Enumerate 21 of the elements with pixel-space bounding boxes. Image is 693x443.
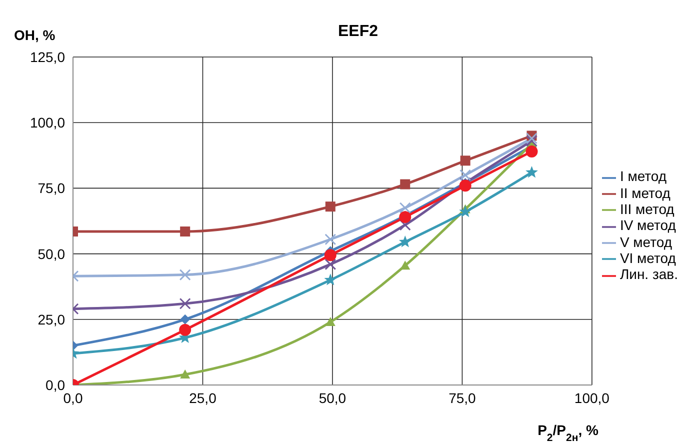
legend-label: IV метод: [620, 217, 676, 234]
legend-label: VI метод: [620, 250, 676, 266]
x-tick-label: 75,0: [448, 390, 476, 406]
y-tick-label: 75,0: [38, 180, 66, 196]
legend-label: V метод: [620, 234, 672, 250]
y-tick-label: 125,0: [30, 48, 66, 65]
x-tick-label: 50,0: [318, 390, 346, 406]
legend-label: III метод: [620, 201, 674, 218]
y-axis-title: OH, %: [14, 27, 56, 43]
legend-label: Лин. зав.: [620, 266, 678, 282]
y-tick-label: 25,0: [38, 311, 66, 328]
y-tick-label: 0,0: [46, 376, 66, 393]
x-tick-label: 100,0: [574, 390, 610, 406]
y-tick-label: 100,0: [30, 114, 66, 131]
y-tick-label: 50,0: [38, 246, 66, 262]
x-tick-label: 25,0: [189, 390, 217, 406]
x-axis-title: P$_{2}$/P$_{2н}$, %: [538, 422, 599, 443]
chart-title: EEF2: [338, 23, 378, 40]
legend-label: II метод: [620, 184, 670, 201]
legend-label: I метод: [620, 168, 667, 184]
x-tick-label: 0,0: [63, 390, 83, 406]
